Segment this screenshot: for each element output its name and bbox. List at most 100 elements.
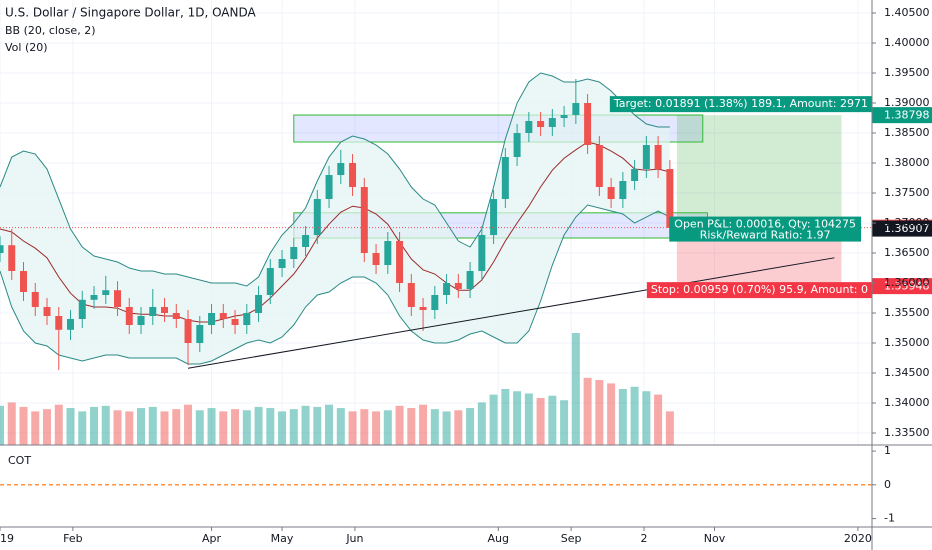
volume-bar: [125, 411, 134, 445]
candle-body: [161, 307, 169, 314]
cot-tick-label: -1: [884, 512, 895, 525]
pnl-label: Open P&L: 0.00016, Qty: 104275: [674, 218, 856, 231]
volume-bar: [560, 400, 569, 445]
candle-body: [0, 245, 4, 254]
pnl-box: [669, 216, 862, 242]
volume-bar: [654, 394, 663, 445]
volume-bar: [301, 405, 310, 445]
candle-body: [67, 319, 75, 330]
candle-body: [55, 316, 63, 330]
bollinger-upper: [0, 72, 670, 287]
volume-bar: [336, 408, 345, 445]
candle-body: [525, 121, 533, 134]
volume-bar: [137, 408, 146, 445]
y-tick-label: 1.40000: [884, 36, 930, 49]
volume-bar: [442, 411, 451, 445]
candle-body: [642, 145, 650, 170]
volume-bar: [0, 405, 4, 445]
candle-body: [20, 271, 28, 293]
candle-body: [548, 118, 556, 128]
volume-bar: [289, 409, 298, 445]
candle-body: [419, 307, 427, 311]
y-tick-label: 1.39500: [884, 66, 930, 79]
x-tick-label: Apr: [202, 532, 222, 545]
candle-body: [619, 181, 627, 200]
candle-body: [537, 121, 545, 128]
volume-bar: [395, 405, 404, 445]
candle-body: [372, 253, 380, 266]
candle-body: [466, 271, 474, 290]
volume-bar: [618, 389, 627, 445]
y-tick-label: 1.34000: [884, 396, 930, 409]
y-tick-label: 1.33500: [884, 426, 930, 439]
candle-body: [631, 169, 639, 182]
candle-body: [478, 235, 486, 272]
price-marker: [872, 220, 932, 237]
volume-bar: [477, 402, 486, 445]
candle-body: [137, 316, 145, 326]
volume-bar: [348, 411, 357, 445]
y-tick-label: 1.38000: [884, 156, 930, 169]
volume-bar: [184, 404, 193, 445]
volume-bar: [524, 393, 533, 445]
volume-bar: [90, 406, 99, 445]
volume-bar: [66, 408, 75, 445]
volume-bar: [43, 409, 52, 445]
candle-body: [454, 283, 462, 290]
volume-bar: [172, 409, 181, 445]
candle-body: [595, 145, 603, 188]
volume-bar: [665, 411, 674, 445]
stop-label-box: [646, 282, 872, 299]
bollinger-basis: [0, 141, 670, 323]
volume-bar: [254, 406, 263, 445]
y-tick-label: 1.40500: [884, 6, 930, 19]
volume-bar: [419, 404, 428, 445]
candle-body: [349, 163, 357, 188]
volume-bar: [536, 397, 545, 445]
price-pane: [0, 0, 872, 445]
candle-body: [196, 325, 204, 344]
y-tick-label: 1.38500: [884, 126, 930, 139]
volume-bar: [160, 411, 169, 445]
indicator-label: Vol (20): [5, 41, 48, 54]
bollinger-lower: [0, 204, 671, 365]
candle-body: [78, 299, 86, 320]
candle-body: [513, 133, 521, 158]
volume-bar: [148, 406, 157, 445]
x-tick-label: May: [271, 532, 294, 545]
x-tick-label: Nov: [704, 532, 726, 545]
volume-bar: [430, 409, 439, 445]
volume-bar: [630, 386, 639, 445]
volume-bar: [54, 404, 63, 445]
price-marker-label: 1.38798: [884, 109, 930, 122]
price-marker: [872, 278, 932, 295]
rr-label: Risk/Reward Ratio: 1.97: [700, 229, 831, 242]
candle-body: [443, 283, 451, 296]
candle-body: [607, 187, 615, 200]
candle-body: [149, 307, 157, 317]
volume-bar: [407, 408, 416, 445]
x-tick-label: 2020: [844, 532, 872, 545]
price-marker-label: 1.35948: [884, 280, 930, 293]
volume-bar: [231, 409, 240, 445]
candle-body: [290, 247, 298, 260]
volume-bar: [195, 410, 204, 445]
volume-bar: [571, 333, 580, 445]
y-tick-label: 1.36000: [884, 276, 930, 289]
price-marker: [872, 107, 932, 124]
x-tick-label: Aug: [488, 532, 509, 545]
volume-bar: [219, 411, 228, 445]
volume-bar: [278, 411, 287, 445]
volume-bar: [313, 406, 322, 445]
candle-body: [243, 313, 251, 326]
volume-bar: [548, 395, 557, 445]
volume-bar: [583, 377, 592, 445]
volume-bar: [501, 389, 510, 445]
y-tick-label: 1.35000: [884, 336, 930, 349]
volume-bar: [360, 409, 369, 445]
candle-body: [43, 307, 51, 317]
y-tick-label: 1.34500: [884, 366, 930, 379]
